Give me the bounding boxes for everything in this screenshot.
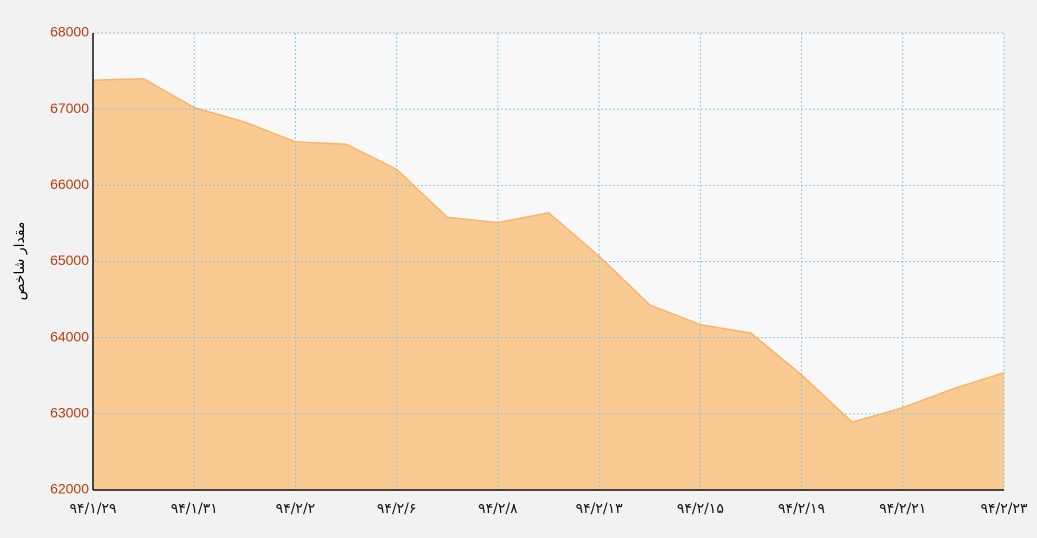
x-tick-label: ۹۴/۲/۱۵ — [677, 501, 724, 517]
x-tick-label: ۹۴/۲/۲ — [276, 501, 316, 517]
y-tick-label: 68000 — [50, 24, 89, 40]
y-tick-label: 66000 — [50, 176, 89, 192]
y-tick-label: 62000 — [50, 481, 89, 497]
x-tick-label: ۹۴/۲/۸ — [478, 501, 518, 517]
y-tick-label: 65000 — [50, 252, 89, 268]
area — [93, 78, 1004, 490]
area-line — [92, 77, 1005, 424]
x-tick-label: ۹۴/۱/۲۹ — [69, 501, 116, 517]
x-tick-label: ۹۴/۲/۶ — [377, 501, 417, 517]
y-tick-label: 67000 — [50, 100, 89, 116]
x-tick-label: ۹۴/۲/۲۳ — [980, 501, 1028, 517]
x-tick-label: ۹۴/۱/۳۱ — [171, 501, 218, 517]
y-tick-label: 63000 — [50, 405, 89, 421]
x-tick-label: ۹۴/۲/۱۳ — [576, 501, 624, 517]
x-tick-label: ۹۴/۲/۲۱ — [879, 501, 926, 517]
y-tick-label: 64000 — [50, 328, 89, 344]
x-tick-label: ۹۴/۲/۱۹ — [778, 501, 825, 517]
y-axis-title: مقدار شاخص — [12, 222, 28, 301]
